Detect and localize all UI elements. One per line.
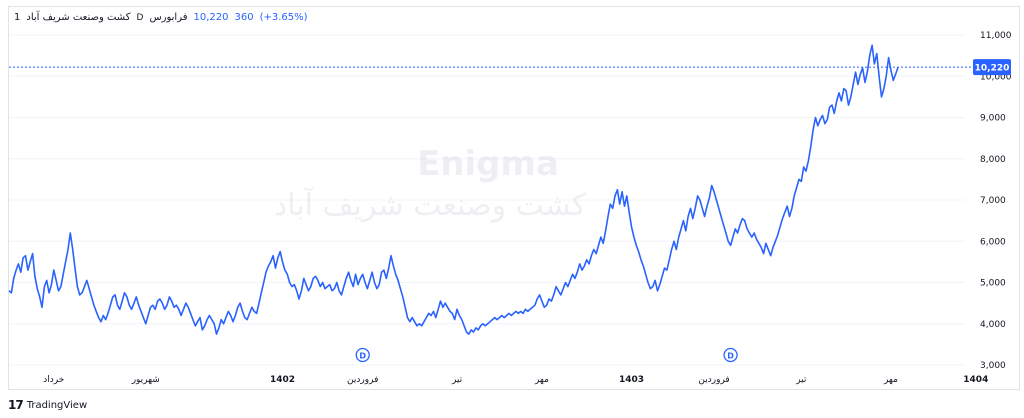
x-tick-label: شهریور <box>131 375 160 385</box>
marker-label: D <box>727 352 734 361</box>
x-tick-label: فروردین <box>347 375 378 385</box>
y-tick-label: 7,000 <box>980 196 1006 206</box>
series-line[interactable] <box>8 44 899 335</box>
watermark-subtitle: کشت وصنعت شریف آباد <box>274 187 587 223</box>
price-tag-box <box>973 59 1011 76</box>
y-tick-label: 10,000 <box>980 72 1012 82</box>
price-tag-label: 10,220 <box>975 64 1010 74</box>
marker-circle <box>355 347 370 363</box>
x-tick-label: مهر <box>883 375 898 385</box>
dividend-marker-icon[interactable]: D <box>355 347 370 363</box>
y-tick-label: 6,000 <box>980 237 1006 247</box>
marker-circle <box>723 347 738 363</box>
chart-frame <box>8 6 1020 390</box>
x-tick-label: مهر <box>534 375 549 385</box>
x-tick-label: 1402 <box>270 375 295 385</box>
footer[interactable]: 17 TradingView <box>8 398 87 412</box>
x-tick-label: خرداد <box>43 375 64 385</box>
y-tick-label: 3,000 <box>980 361 1006 371</box>
watermark-title: Enigma <box>417 144 559 184</box>
last-price-tag: 10,220 <box>973 59 1011 76</box>
x-tick-label: تیر <box>795 375 807 385</box>
x-tick-label: تیر <box>451 375 463 385</box>
y-tick-label: 11,000 <box>980 31 1012 41</box>
y-tick-label: 8,000 <box>980 155 1006 165</box>
marker-label: D <box>359 352 366 361</box>
exchange-badge: D <box>136 12 144 23</box>
chart-grid <box>9 34 965 366</box>
dividend-marker-icon[interactable]: D <box>723 347 738 363</box>
y-tick-label: 4,000 <box>980 320 1006 330</box>
exchange-name: فرابورس <box>149 12 188 23</box>
x-tick-label: 1403 <box>619 375 644 385</box>
brand-name: TradingView <box>26 399 88 411</box>
x-tick-label: 1404 <box>963 375 988 385</box>
interval: 1 <box>14 12 21 23</box>
x-tick-label: فروردین <box>698 375 729 385</box>
x-axis: خرداد شهریور 1402 فروردین تیر مهر 1403 فروردین ت… <box>43 375 988 385</box>
price-change: 360 <box>234 12 254 23</box>
y-tick-label: 9,000 <box>980 114 1006 124</box>
price-change-percent: (+3.65%) <box>259 12 308 23</box>
y-axis: 11,000 10,000 9,000 8,000 7,000 6,000 5,000 4,0… <box>980 31 1012 371</box>
chart-legend: 1 کشت وصنعت شریف آباد D فرابورس 10,220 3… <box>14 12 308 23</box>
symbol-name: کشت وصنعت شریف آباد <box>26 12 131 23</box>
tradingview-logo-icon: 17 <box>8 398 24 412</box>
last-price: 10,220 <box>193 12 229 23</box>
y-tick-label: 5,000 <box>980 279 1006 289</box>
